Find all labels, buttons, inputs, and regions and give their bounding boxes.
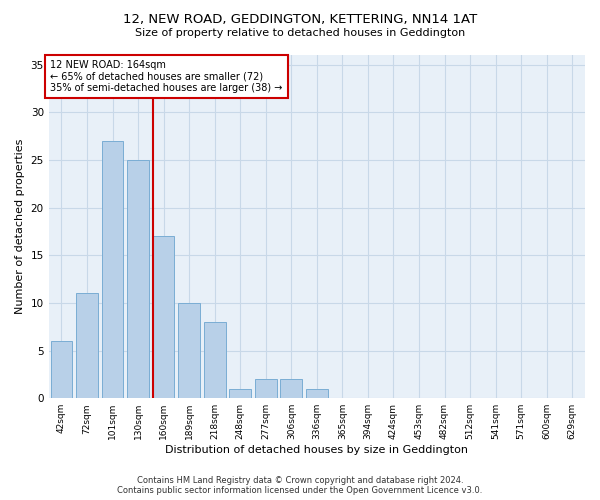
Text: Size of property relative to detached houses in Geddington: Size of property relative to detached ho… bbox=[135, 28, 465, 38]
Bar bbox=[255, 379, 277, 398]
Bar bbox=[76, 294, 98, 398]
Bar bbox=[178, 303, 200, 398]
Bar bbox=[127, 160, 149, 398]
Y-axis label: Number of detached properties: Number of detached properties bbox=[15, 139, 25, 314]
Bar bbox=[50, 341, 72, 398]
Text: 12, NEW ROAD, GEDDINGTON, KETTERING, NN14 1AT: 12, NEW ROAD, GEDDINGTON, KETTERING, NN1… bbox=[123, 12, 477, 26]
Bar bbox=[229, 388, 251, 398]
Bar bbox=[204, 322, 226, 398]
Bar bbox=[101, 141, 124, 398]
Bar bbox=[153, 236, 175, 398]
Bar bbox=[306, 388, 328, 398]
Text: Contains HM Land Registry data © Crown copyright and database right 2024.
Contai: Contains HM Land Registry data © Crown c… bbox=[118, 476, 482, 495]
Bar bbox=[280, 379, 302, 398]
Text: 12 NEW ROAD: 164sqm
← 65% of detached houses are smaller (72)
35% of semi-detach: 12 NEW ROAD: 164sqm ← 65% of detached ho… bbox=[50, 60, 283, 94]
X-axis label: Distribution of detached houses by size in Geddington: Distribution of detached houses by size … bbox=[166, 445, 469, 455]
